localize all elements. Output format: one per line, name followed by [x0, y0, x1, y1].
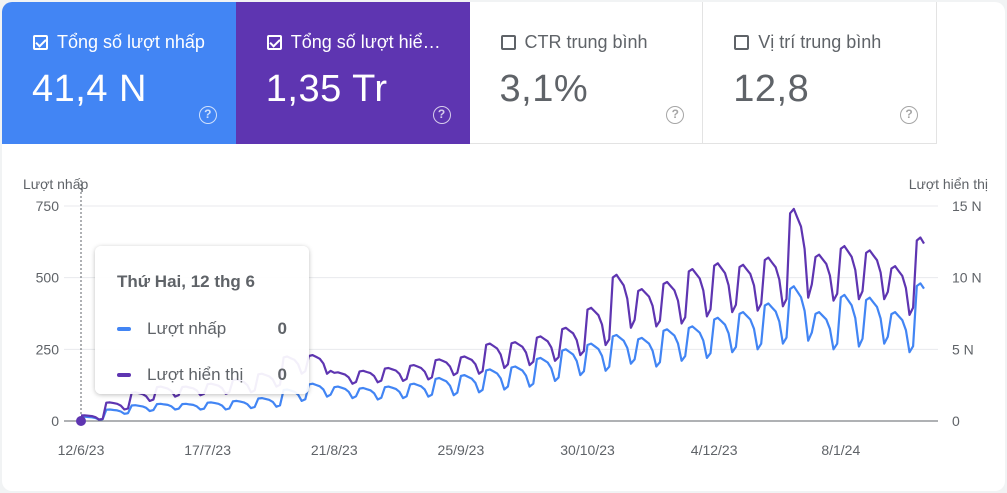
left-tick-label: 750: [36, 198, 60, 214]
tooltip-label: Lượt nhấp: [147, 319, 227, 338]
help-icon[interactable]: ?: [198, 106, 217, 124]
clicks-swatch-icon: [117, 327, 131, 331]
help-icon[interactable]: ?: [666, 106, 685, 124]
card-average-position[interactable]: Vị trí trung bình 12,8 ?: [703, 2, 937, 144]
card-header: Tổng số lượt hiể…: [266, 32, 441, 53]
x-tick-label: 21/8/23: [311, 442, 358, 458]
tooltip-value: 0: [277, 319, 287, 338]
card-header: CTR trung bình: [500, 32, 648, 53]
x-tick-label: 30/10/23: [560, 442, 615, 458]
left-tick-label: 0: [51, 413, 59, 429]
help-icon[interactable]: ?: [432, 106, 451, 124]
card-header: Tổng số lượt nhấp: [33, 32, 205, 53]
tooltip-row-clicks: Lượt nhấp 0: [117, 319, 287, 339]
right-axis-label: Lượt hiển thị: [909, 176, 988, 192]
left-tick-label: 250: [36, 341, 60, 357]
tooltip-value: 0: [277, 365, 287, 384]
card-total-clicks[interactable]: Tổng số lượt nhấp 41,4 N ?: [2, 2, 236, 144]
left-axis-label: Lượt nhấp: [23, 176, 88, 192]
tooltip-row-impressions: Lượt hiển thị 0: [117, 365, 287, 385]
card-value: 12,8: [733, 68, 810, 110]
x-tick-label: 17/7/23: [184, 442, 231, 458]
card-label: Tổng số lượt nhấp: [57, 32, 205, 52]
checkbox-checked-icon[interactable]: [33, 35, 48, 50]
right-tick-label: 0: [952, 413, 960, 429]
right-tick-label: 10 N: [952, 270, 982, 286]
x-tick-label: 25/9/23: [438, 442, 485, 458]
card-value: 3,1%: [499, 68, 589, 110]
checkbox-unchecked-icon[interactable]: [734, 35, 750, 50]
x-tick-label: 12/6/23: [58, 442, 105, 458]
card-label: Tổng số lượt hiể…: [290, 32, 441, 52]
hover-point: [76, 416, 86, 426]
tooltip-label: Lượt hiển thị: [147, 365, 244, 384]
chart-tooltip: Thứ Hai, 12 thg 6 Lượt nhấp 0 Lượt hiển …: [95, 246, 309, 394]
card-header: Vị trí trung bình: [734, 32, 881, 53]
card-label: CTR trung bình: [524, 32, 648, 52]
impressions-swatch-icon: [117, 373, 131, 377]
tooltip-date: Thứ Hai, 12 thg 6: [117, 272, 255, 291]
card-value: 41,4 N: [32, 68, 147, 110]
metric-cards: Tổng số lượt nhấp 41,4 N ? Tổng số lượt …: [2, 2, 937, 144]
card-average-ctr[interactable]: CTR trung bình 3,1% ?: [469, 2, 704, 144]
card-total-impressions[interactable]: Tổng số lượt hiể… 1,35 Tr ?: [235, 2, 470, 144]
axis-ticks: 0 0 250 5 N 500 10 N 750 15 N 12/6/23 17/7/23 21/8…: [36, 198, 982, 458]
clicks-series-line: [80, 282, 925, 421]
card-label: Vị trí trung bình: [758, 32, 882, 52]
checkbox-checked-icon[interactable]: [266, 35, 282, 50]
checkbox-unchecked-icon[interactable]: [500, 35, 516, 50]
x-tick-label: 8/1/24: [821, 442, 860, 458]
x-tick-label: 4/12/23: [691, 442, 738, 458]
left-tick-label: 500: [36, 270, 60, 286]
card-value: 1,35 Tr: [265, 68, 388, 110]
right-tick-label: 15 N: [952, 198, 982, 214]
right-tick-label: 5 N: [952, 341, 974, 357]
help-icon[interactable]: ?: [900, 106, 918, 124]
